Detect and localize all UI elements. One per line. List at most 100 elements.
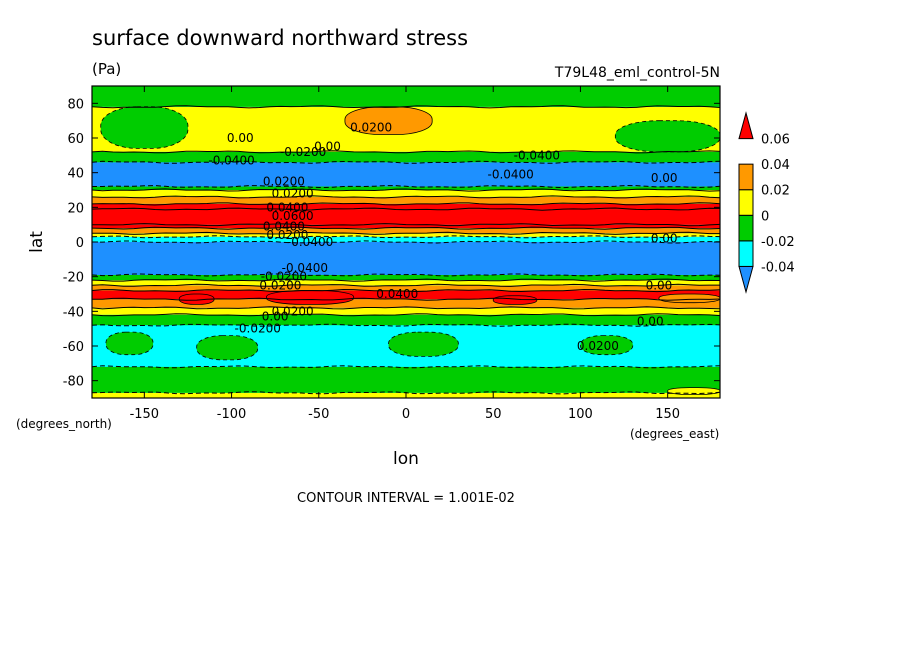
contour-line-7 xyxy=(91,283,720,287)
contour-label-21: 0.0200 xyxy=(272,304,314,318)
zonal-band-13 xyxy=(92,228,720,234)
contour-line-14 xyxy=(91,223,721,227)
colorbar-segment xyxy=(738,265,754,294)
zonal-band-23 xyxy=(92,86,720,107)
contour-label-14: -0.0400 xyxy=(287,235,333,249)
contour-label-3: 0.00 xyxy=(314,140,341,154)
y-tick-label: 80 xyxy=(67,97,84,112)
zonal-band-5 xyxy=(92,299,720,308)
contour-line-20 xyxy=(91,160,721,164)
zonal-band-8 xyxy=(92,280,720,286)
contour-line-19 xyxy=(92,184,721,189)
contour-label-24: 0.00 xyxy=(637,315,664,329)
zonal-band-1 xyxy=(92,366,720,393)
zonal-band-12 xyxy=(92,233,720,237)
contour-line-11 xyxy=(91,235,721,239)
plot-area: 0.00-0.0400-0.02000.000.0200-0.0400-0.04… xyxy=(91,85,721,399)
x-tick-label: 100 xyxy=(568,407,593,422)
x-axis-units: (degrees_east) xyxy=(630,427,719,441)
contour-label-16: -0.0400 xyxy=(282,261,328,275)
y-tick-label: -40 xyxy=(63,305,84,320)
colorbar-tick-label: -0.04 xyxy=(761,260,795,275)
zonal-band-3 xyxy=(92,314,720,326)
x-tick-label: 150 xyxy=(655,407,680,422)
contour-line-3 xyxy=(91,313,721,317)
y-axis-title: lat xyxy=(27,231,47,253)
contour-line-6 xyxy=(91,288,721,293)
filled-contours xyxy=(92,86,721,398)
x-tick-label: -50 xyxy=(308,407,329,422)
contour-line-2 xyxy=(91,323,721,327)
zonal-band-9 xyxy=(92,274,720,281)
contour-label-0: 0.00 xyxy=(227,131,254,145)
colorbar-tick-label: -0.02 xyxy=(761,235,795,250)
y-tick-label: 40 xyxy=(67,167,84,182)
contour-line-15 xyxy=(91,207,721,211)
zonal-band-15 xyxy=(92,209,720,225)
contour-label-4: 0.0200 xyxy=(350,121,392,135)
zonal-band-11 xyxy=(92,236,720,242)
colorbar-segment xyxy=(738,111,754,140)
zonal-band-18 xyxy=(92,190,720,197)
x-axis-title: lon xyxy=(393,449,419,469)
zonal-band-4 xyxy=(92,307,720,315)
contour-line-1 xyxy=(91,365,721,369)
y-tick-label: 0 xyxy=(76,236,84,251)
region-patch-2 xyxy=(614,120,721,153)
contour-line-21 xyxy=(91,150,721,154)
zonal-band-16 xyxy=(92,203,720,210)
colorbar: -0.04 -0.02 0 0.02 0.04 0.06 xyxy=(738,111,795,294)
x-tick-label: 50 xyxy=(485,407,502,422)
colorbar-segment xyxy=(738,189,754,216)
contour-line-16 xyxy=(91,202,721,206)
region-patch-5 xyxy=(388,331,459,357)
zonal-band-6 xyxy=(92,290,720,300)
zonal-band-19 xyxy=(92,186,720,190)
dataset-name: T79L48_eml_control-5N xyxy=(554,65,720,81)
y-tick-label: -60 xyxy=(63,340,84,355)
colorbar-segment xyxy=(738,240,754,267)
contour-label-7: 0.00 xyxy=(651,171,678,185)
chart-title: surface downward northward stress xyxy=(92,26,468,50)
colorbar-tick-label: 0 xyxy=(761,209,769,224)
zonal-band-17 xyxy=(92,196,720,204)
contour-line-5 xyxy=(92,297,721,301)
contour-label-2: -0.0200 xyxy=(280,145,326,159)
region-patch-10 xyxy=(658,293,721,304)
contour-line-4 xyxy=(91,306,721,310)
y-axis-units: (degrees_north) xyxy=(16,417,112,431)
colorbar-tick-label: 0.04 xyxy=(761,158,790,173)
chart-units: (Pa) xyxy=(92,60,121,78)
contour-label-8: 0.0200 xyxy=(263,174,305,188)
colorbar-tick-label: 0.06 xyxy=(761,133,790,148)
contour-label-15: 0.00 xyxy=(651,232,678,246)
contour-label-10: 0.0400 xyxy=(266,200,308,214)
y-tick-label: -80 xyxy=(63,375,84,390)
contour-label-9: 0.0200 xyxy=(272,186,314,200)
contour-label-25: 0.0200 xyxy=(577,339,619,353)
y-tick-label: -20 xyxy=(63,271,84,286)
contour-label-12: 0.0400 xyxy=(263,219,305,233)
x-axis: -150 -100 -50 0 50 100 150 xyxy=(130,86,680,422)
zonal-band-20 xyxy=(92,162,720,187)
zonal-band-14 xyxy=(92,224,720,229)
y-tick-label: 60 xyxy=(67,132,84,147)
x-tick-label: -100 xyxy=(217,407,247,422)
y-axis: -80 -60 -40 -20 0 20 40 60 80 xyxy=(63,97,720,390)
contour-label-19: 0.0400 xyxy=(376,287,418,301)
colorbar-segment xyxy=(738,214,754,242)
zonal-band-10 xyxy=(92,242,720,275)
region-patch-7 xyxy=(266,290,355,305)
x-tick-label: 0 xyxy=(402,407,410,422)
contour-label-20: 0.00 xyxy=(646,278,673,292)
contour-label-23: -0.0200 xyxy=(235,322,281,336)
region-patch-0 xyxy=(100,106,189,149)
region-patch-3 xyxy=(105,331,154,356)
contour-label-13: 0.0200 xyxy=(266,228,308,242)
colorbar-segment xyxy=(738,163,754,191)
contour-line-17 xyxy=(91,195,721,199)
contour-line-18 xyxy=(91,188,721,192)
contour-label-22: 0.00 xyxy=(262,310,289,324)
zonal-band-21 xyxy=(92,151,720,163)
